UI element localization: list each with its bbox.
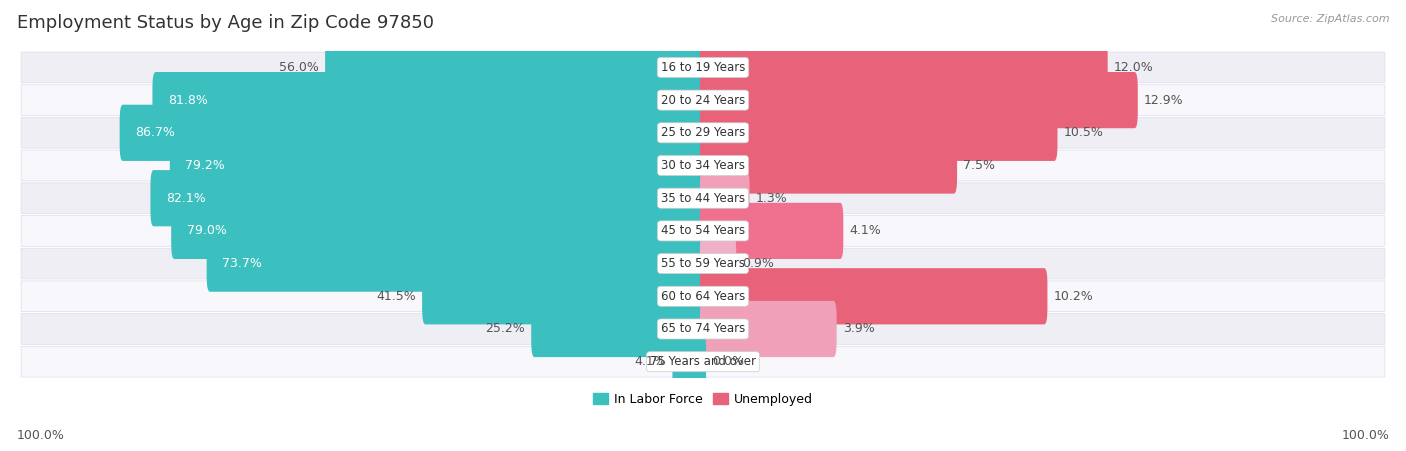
- Text: 75 Years and over: 75 Years and over: [650, 355, 756, 368]
- Text: 1.3%: 1.3%: [756, 192, 787, 205]
- Text: 79.2%: 79.2%: [186, 159, 225, 172]
- FancyBboxPatch shape: [700, 105, 1057, 161]
- FancyBboxPatch shape: [700, 203, 844, 259]
- FancyBboxPatch shape: [172, 203, 706, 259]
- FancyBboxPatch shape: [700, 301, 837, 357]
- FancyBboxPatch shape: [21, 313, 1385, 345]
- FancyBboxPatch shape: [21, 248, 1385, 279]
- Text: 20 to 24 Years: 20 to 24 Years: [661, 94, 745, 106]
- Text: 25.2%: 25.2%: [485, 322, 524, 336]
- FancyBboxPatch shape: [21, 216, 1385, 246]
- Text: 35 to 44 Years: 35 to 44 Years: [661, 192, 745, 205]
- FancyBboxPatch shape: [152, 72, 706, 128]
- FancyBboxPatch shape: [531, 301, 706, 357]
- Text: 0.9%: 0.9%: [742, 257, 775, 270]
- FancyBboxPatch shape: [325, 39, 706, 96]
- Text: 55 to 59 Years: 55 to 59 Years: [661, 257, 745, 270]
- Text: 12.9%: 12.9%: [1144, 94, 1184, 106]
- Text: Employment Status by Age in Zip Code 97850: Employment Status by Age in Zip Code 978…: [17, 14, 434, 32]
- FancyBboxPatch shape: [700, 39, 1108, 96]
- Text: 65 to 74 Years: 65 to 74 Years: [661, 322, 745, 336]
- FancyBboxPatch shape: [700, 235, 737, 292]
- Text: 79.0%: 79.0%: [187, 225, 226, 237]
- FancyBboxPatch shape: [21, 150, 1385, 181]
- Text: 4.1%: 4.1%: [634, 355, 666, 368]
- Text: 10.2%: 10.2%: [1053, 290, 1094, 303]
- FancyBboxPatch shape: [150, 170, 706, 226]
- Text: 45 to 54 Years: 45 to 54 Years: [661, 225, 745, 237]
- Text: 30 to 34 Years: 30 to 34 Years: [661, 159, 745, 172]
- FancyBboxPatch shape: [21, 85, 1385, 115]
- Text: 4.1%: 4.1%: [849, 225, 882, 237]
- FancyBboxPatch shape: [21, 346, 1385, 377]
- FancyBboxPatch shape: [21, 183, 1385, 214]
- Text: 82.1%: 82.1%: [166, 192, 205, 205]
- Text: 12.0%: 12.0%: [1114, 61, 1154, 74]
- FancyBboxPatch shape: [672, 334, 706, 390]
- Text: 41.5%: 41.5%: [377, 290, 416, 303]
- Text: 56.0%: 56.0%: [278, 61, 319, 74]
- Text: 10.5%: 10.5%: [1064, 126, 1104, 139]
- Text: 0.0%: 0.0%: [713, 355, 744, 368]
- Text: 73.7%: 73.7%: [222, 257, 262, 270]
- FancyBboxPatch shape: [120, 105, 706, 161]
- Text: 16 to 19 Years: 16 to 19 Years: [661, 61, 745, 74]
- FancyBboxPatch shape: [700, 72, 1137, 128]
- Text: 100.0%: 100.0%: [17, 429, 65, 442]
- Text: 60 to 64 Years: 60 to 64 Years: [661, 290, 745, 303]
- Text: 86.7%: 86.7%: [135, 126, 176, 139]
- Text: 100.0%: 100.0%: [1341, 429, 1389, 442]
- Text: 3.9%: 3.9%: [842, 322, 875, 336]
- FancyBboxPatch shape: [21, 281, 1385, 312]
- Text: 7.5%: 7.5%: [963, 159, 995, 172]
- Text: 25 to 29 Years: 25 to 29 Years: [661, 126, 745, 139]
- FancyBboxPatch shape: [21, 52, 1385, 83]
- FancyBboxPatch shape: [21, 117, 1385, 148]
- Legend: In Labor Force, Unemployed: In Labor Force, Unemployed: [588, 388, 818, 411]
- Text: 81.8%: 81.8%: [169, 94, 208, 106]
- FancyBboxPatch shape: [170, 138, 706, 193]
- Text: Source: ZipAtlas.com: Source: ZipAtlas.com: [1271, 14, 1389, 23]
- FancyBboxPatch shape: [207, 235, 706, 292]
- FancyBboxPatch shape: [422, 268, 706, 324]
- FancyBboxPatch shape: [700, 170, 749, 226]
- FancyBboxPatch shape: [700, 268, 1047, 324]
- FancyBboxPatch shape: [700, 138, 957, 193]
